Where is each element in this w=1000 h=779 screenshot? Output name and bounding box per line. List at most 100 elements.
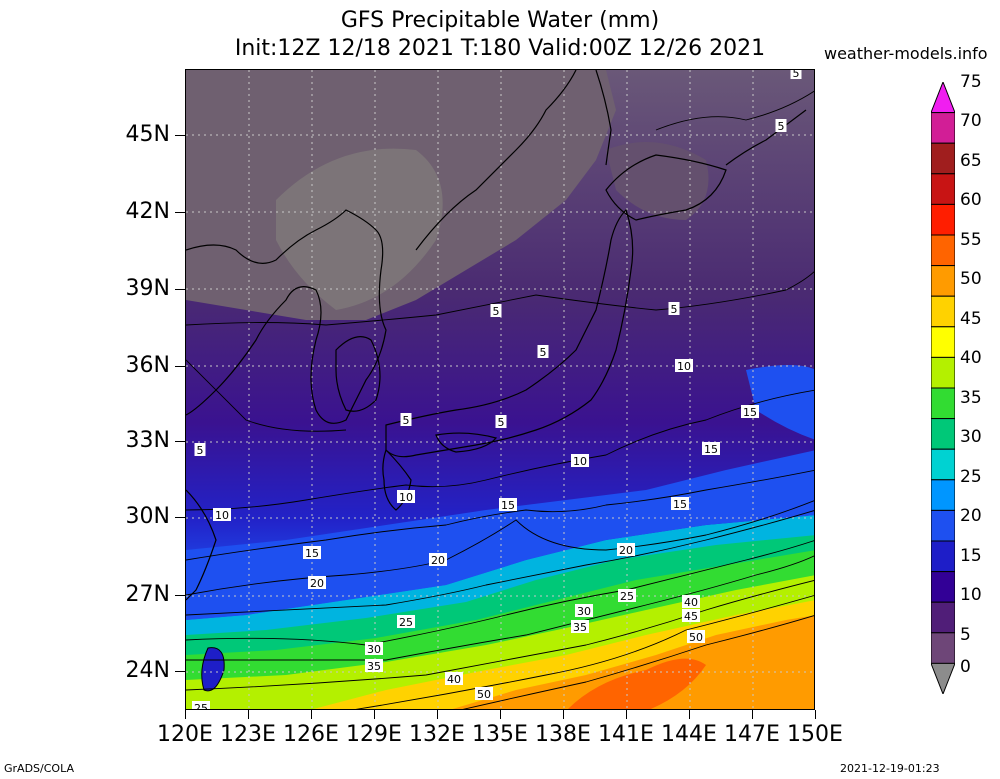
contour-label: 20 — [619, 544, 633, 557]
contour-label-bg — [213, 508, 231, 521]
contour-label: 15 — [305, 547, 319, 560]
contour-label-bg — [671, 497, 689, 510]
contour-label-bg — [537, 345, 549, 358]
contour-label: 10 — [573, 455, 587, 468]
contour-15 — [186, 469, 814, 561]
contour-label: 10 — [215, 509, 229, 522]
lon-label: 132E — [409, 722, 465, 747]
contour-label: 5 — [778, 120, 785, 133]
lat-label: 39N — [125, 276, 170, 301]
color-scale-label: 60 — [960, 190, 982, 211]
contour-label: 10 — [677, 360, 691, 373]
shikoku-outline — [435, 432, 498, 453]
precipitable-water-field: 5 5 5 5 5 5 5 5 10 10 10 10 15 15 15 15 15 20 20 20 25 25 25 30… — [186, 70, 814, 709]
contour-label-bg — [308, 576, 326, 589]
lon-tick — [437, 710, 438, 719]
color-scale-label: 25 — [960, 466, 982, 487]
contour-label: 35 — [573, 621, 587, 634]
color-scale-label: 30 — [960, 427, 982, 448]
contour-30 — [186, 540, 814, 646]
color-scale-label: 35 — [960, 387, 982, 408]
color-scale-swatch — [931, 662, 955, 694]
driest-core — [276, 148, 443, 310]
color-scale-label: 50 — [960, 269, 982, 290]
contour-label-bg — [618, 589, 636, 602]
contour-label: 45 — [684, 610, 698, 623]
site-name: weather-models.info — [824, 44, 988, 63]
color-scale-swatch — [931, 418, 955, 450]
color-scale-swatch — [931, 203, 955, 236]
lon-tick — [815, 710, 816, 719]
contour-label: 30 — [577, 605, 591, 618]
lon-tick — [626, 710, 627, 719]
lat-tick — [175, 289, 185, 290]
contour-label-bg — [192, 701, 210, 709]
lon-tick — [311, 710, 312, 719]
lon-label: 126E — [283, 722, 339, 747]
contour-label: 50 — [477, 688, 491, 701]
contour-label: 15 — [704, 443, 718, 456]
lat-label: 30N — [125, 504, 170, 529]
contour-label: 40 — [447, 673, 461, 686]
contour-label-bg — [475, 687, 493, 700]
lat-label: 45N — [125, 122, 170, 147]
lat-label: 42N — [125, 199, 170, 224]
contour-labels: 5 5 5 5 5 5 5 5 10 10 10 10 15 15 15 15 15 20 20 20 25 25 25 30… — [192, 70, 802, 709]
lat-tick — [175, 441, 185, 442]
contour-label: 30 — [367, 643, 381, 656]
contour-label-bg — [397, 490, 415, 503]
coastlines — [186, 70, 807, 601]
contour-label-bg — [194, 443, 206, 456]
lat-tick — [175, 517, 185, 518]
lon-label: 138E — [535, 722, 591, 747]
contour-label-bg — [365, 659, 383, 672]
color-scale-label: 15 — [960, 545, 982, 566]
contour-10 — [186, 389, 814, 511]
contour-label-bg — [775, 119, 787, 132]
color-scale-swatch — [931, 632, 955, 664]
lat-label: 33N — [125, 428, 170, 453]
color-scale-label: 40 — [960, 348, 982, 369]
color-scale-label: 10 — [960, 585, 982, 606]
color-scale-swatch — [931, 601, 955, 634]
color-scale-label: 0 — [960, 657, 971, 678]
contour-label: 20 — [310, 577, 324, 590]
contour-label-bg — [499, 498, 517, 511]
contour-label-bg — [571, 620, 589, 633]
color-scale-swatch — [931, 234, 955, 267]
sakhalin-outline — [595, 70, 612, 166]
contour-label: 40 — [684, 596, 698, 609]
dry-region-hokkaido — [606, 142, 709, 220]
contour-label: 20 — [431, 554, 445, 567]
contour-label-bg — [303, 546, 321, 559]
color-scale-label: 70 — [960, 111, 982, 132]
color-scale-swatch — [931, 387, 955, 420]
lon-label: 129E — [346, 722, 402, 747]
contour-label-bg — [365, 642, 383, 655]
color-scale-swatch — [931, 173, 955, 205]
contour-20 — [186, 500, 814, 596]
contour-label-bg — [675, 359, 693, 372]
contour-label: 5 — [498, 416, 505, 429]
contour-label-bg — [490, 304, 502, 317]
lat-tick — [175, 135, 185, 136]
color-scale-label: 75 — [960, 72, 982, 92]
contour-lines — [186, 90, 814, 709]
lat-tick — [175, 212, 185, 213]
band-20 — [186, 450, 814, 620]
color-scale-swatch — [931, 479, 955, 511]
color-scale-swatch — [931, 448, 955, 481]
lon-tick — [752, 710, 753, 719]
moist-patch-east — [746, 365, 814, 440]
contour-35 — [186, 555, 814, 661]
color-scale-swatch — [931, 112, 955, 144]
contour-5-south — [186, 271, 814, 326]
contour-5-north — [655, 90, 814, 131]
contour-label-bg — [682, 595, 700, 608]
color-scale-swatch — [931, 295, 955, 328]
color-scale-label: 20 — [960, 506, 982, 527]
contour-label-bg — [397, 615, 415, 628]
contour-label: 10 — [399, 491, 413, 504]
color-scale-label: 45 — [960, 308, 982, 329]
color-scale-swatch — [931, 571, 955, 603]
